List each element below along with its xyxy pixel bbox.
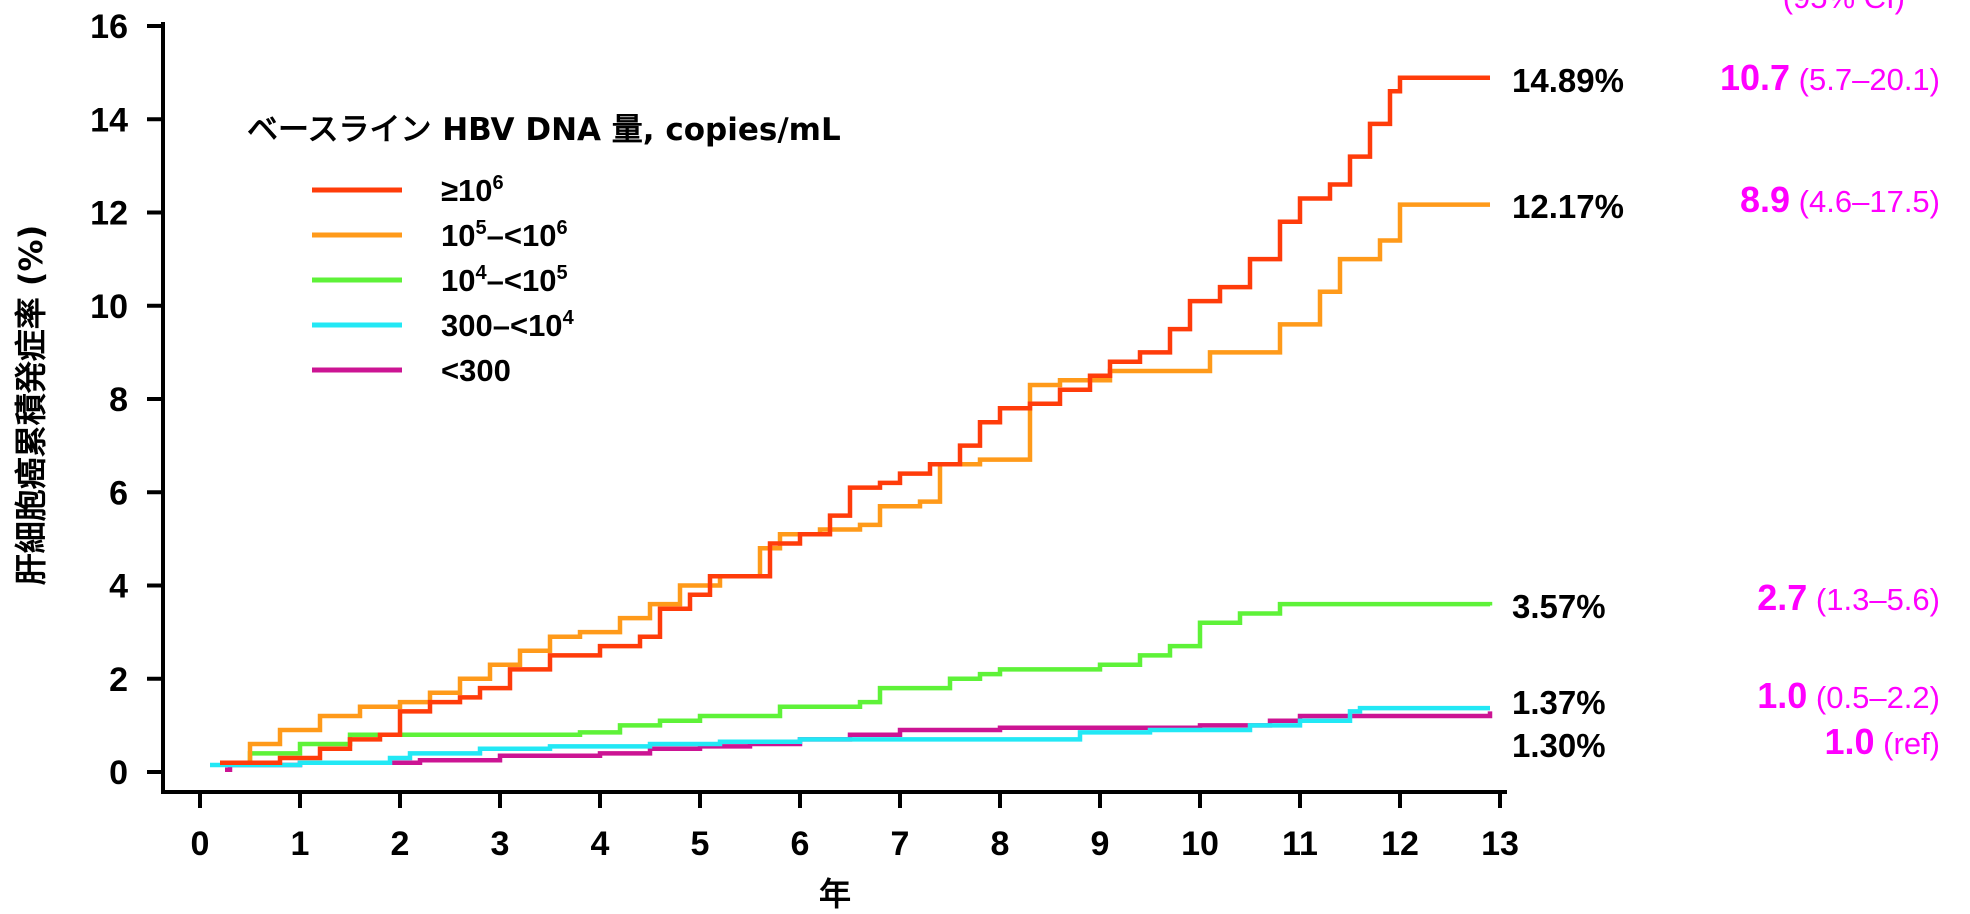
x-tick-label: 0 <box>191 825 210 863</box>
x-tick-label: 10 <box>1181 825 1219 863</box>
series-line-2 <box>220 601 1493 765</box>
series-line-4 <box>225 711 1493 772</box>
series-line-0 <box>220 75 1490 765</box>
x-tick-label: 1 <box>291 825 310 863</box>
y-tick-label: 14 <box>90 101 128 139</box>
x-axis-ticks: 0 1 2 3 4 5 6 7 8 9 10 11 12 13 <box>191 792 1519 863</box>
legend-title: ベースライン HBV DNA 量, copies/mL <box>247 112 841 148</box>
y-axis-title: 肝細胞癌累積発症率 (%) <box>12 225 50 585</box>
y-axis-ticks: 0 2 4 6 8 10 12 14 16 <box>90 8 163 792</box>
series-line-3 <box>210 705 1490 768</box>
y-tick-label: 12 <box>90 195 128 233</box>
y-tick-label: 8 <box>109 381 128 419</box>
y-tick-label: 16 <box>90 8 128 46</box>
end-value-labels: 14.89% 12.17% 3.57% 1.37% 1.30% <box>1512 62 1624 764</box>
end-label-0: 14.89% <box>1512 62 1624 99</box>
x-axis-title: 年 <box>819 875 851 913</box>
x-tick-label: 9 <box>1091 825 1110 863</box>
hr-entry-4: 1.0 (ref) <box>1825 721 1940 762</box>
end-label-1: 12.17% <box>1512 188 1624 225</box>
x-tick-label: 7 <box>891 825 910 863</box>
end-label-3: 1.37% <box>1512 684 1606 721</box>
x-tick-label: 6 <box>791 825 810 863</box>
y-tick-label: 6 <box>109 474 128 512</box>
legend-label-1: 105–<106 <box>441 217 568 253</box>
legend-label-4: <300 <box>441 353 511 388</box>
y-tick-label: 2 <box>109 661 128 699</box>
x-tick-label: 12 <box>1381 825 1419 863</box>
x-tick-label: 5 <box>691 825 710 863</box>
y-tick-label: 0 <box>109 754 128 792</box>
y-tick-label: 10 <box>90 288 128 326</box>
legend-label-3: 300–<104 <box>441 307 575 343</box>
legend: ベースライン HBV DNA 量, copies/mL ≥106 105–<106… <box>247 112 841 388</box>
hr-entry-1: 8.9 (4.6–17.5) <box>1740 179 1940 220</box>
hr-entry-3: 1.0 (0.5–2.2) <box>1757 675 1940 716</box>
hazard-ratio-column: (95% CI) 10.7 (5.7–20.1) 8.9 (4.6–17.5) 2.… <box>1720 0 1940 762</box>
x-tick-label: 11 <box>1282 825 1318 863</box>
series-line-1 <box>220 202 1490 765</box>
hr-entry-0: 10.7 (5.7–20.1) <box>1720 57 1940 98</box>
x-tick-label: 3 <box>491 825 510 863</box>
y-tick-label: 4 <box>109 568 128 606</box>
legend-label-2: 104–<105 <box>441 262 568 298</box>
x-tick-label: 8 <box>991 825 1010 863</box>
x-tick-label: 13 <box>1481 825 1519 863</box>
hr-entry-2: 2.7 (1.3–5.6) <box>1757 577 1940 618</box>
legend-label-0: ≥106 <box>441 172 504 208</box>
end-label-4: 1.30% <box>1512 727 1606 764</box>
hr-header: (95% CI) <box>1783 0 1905 15</box>
x-tick-label: 4 <box>591 825 610 863</box>
x-tick-label: 2 <box>391 825 410 863</box>
end-label-2: 3.57% <box>1512 588 1606 625</box>
series-lines <box>210 75 1493 772</box>
